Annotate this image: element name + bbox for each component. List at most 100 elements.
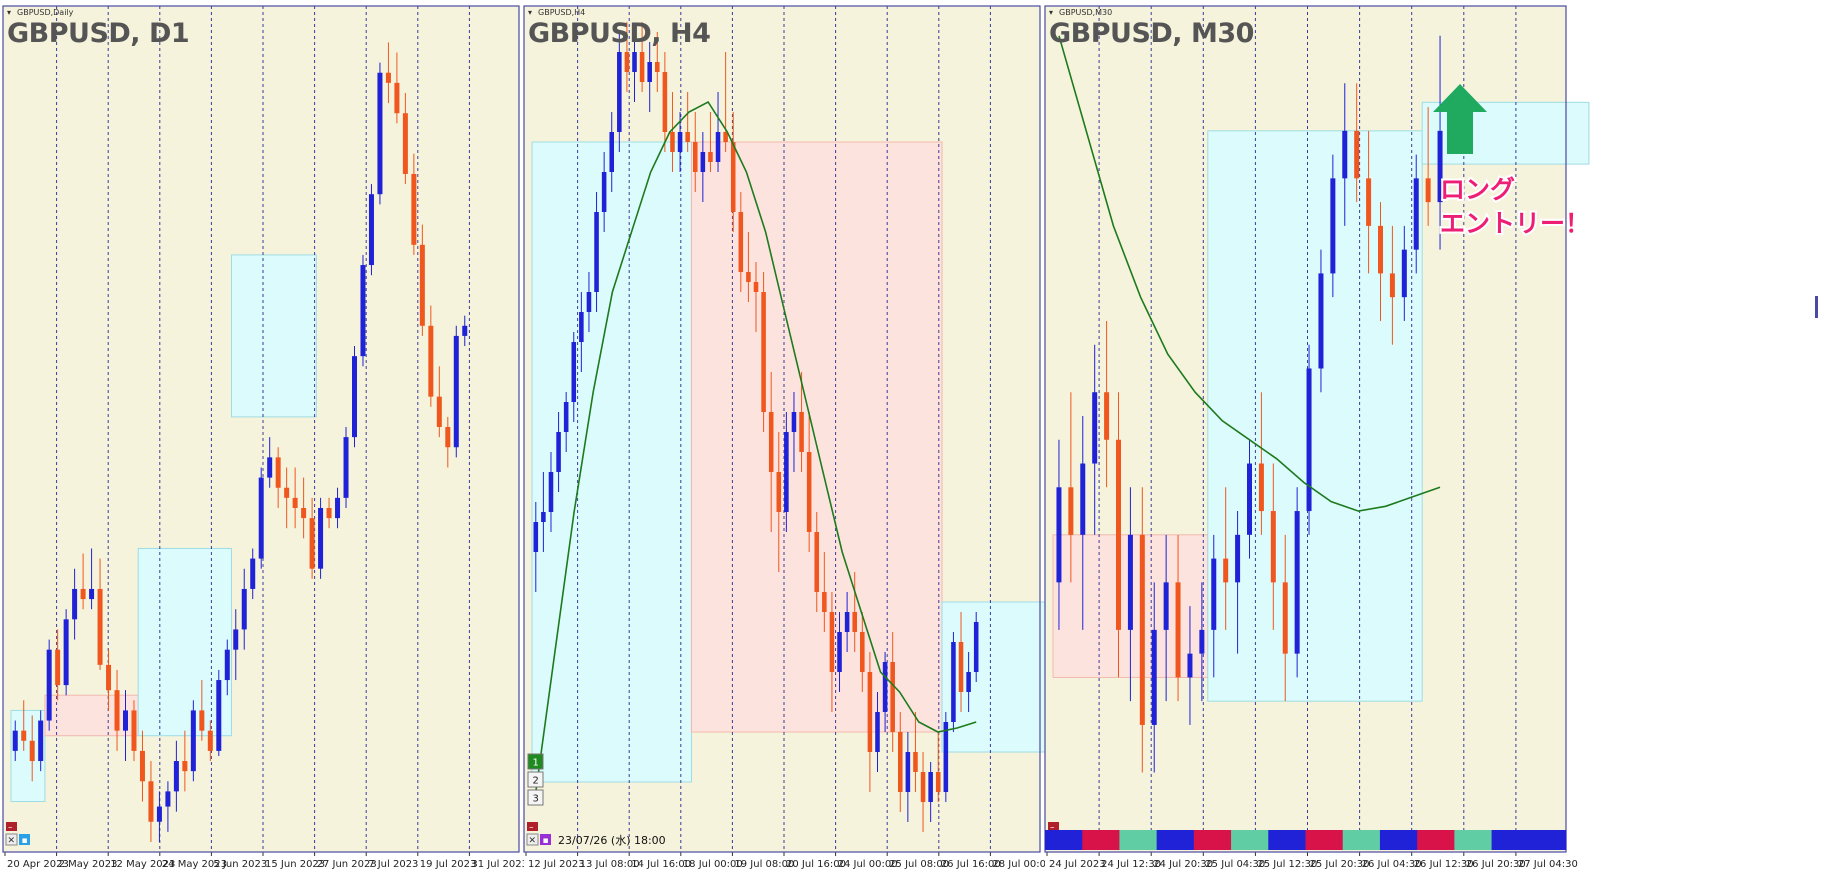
candle-body bbox=[1235, 534, 1241, 583]
candle-body bbox=[428, 325, 434, 397]
candle-body bbox=[250, 558, 256, 589]
timeframe-button-2[interactable] bbox=[527, 771, 544, 788]
candle-body bbox=[419, 244, 425, 326]
candle-body bbox=[165, 791, 171, 807]
minimize-button[interactable] bbox=[6, 822, 17, 831]
strength-bar-segment bbox=[1193, 830, 1232, 850]
x-tick-label: 26 Jul 04:30 bbox=[1362, 859, 1422, 870]
candle-body bbox=[935, 772, 941, 792]
candle-body bbox=[761, 292, 766, 412]
x-tick-label: 20 Jul 16:00 bbox=[786, 859, 846, 870]
candle-body bbox=[784, 432, 789, 512]
panel-border bbox=[523, 5, 1041, 853]
candle-body bbox=[462, 325, 468, 336]
candle-body bbox=[368, 194, 374, 266]
candle-body bbox=[1306, 368, 1312, 512]
candle-body bbox=[662, 72, 668, 132]
candle-body bbox=[799, 412, 804, 452]
candle-body bbox=[1330, 178, 1336, 274]
candle-body bbox=[723, 132, 728, 142]
indicator-toggle-button[interactable] bbox=[540, 834, 551, 845]
candle-body bbox=[1127, 534, 1133, 630]
chart-title: GBPUSD, H4 bbox=[528, 18, 710, 49]
candle-body bbox=[46, 649, 52, 721]
candle-body bbox=[233, 629, 239, 650]
x-tick-label: 25 Jul 20:30 bbox=[1310, 859, 1370, 870]
demand-zone-1 bbox=[531, 141, 692, 783]
candle-body bbox=[123, 710, 128, 731]
candle-body bbox=[806, 452, 812, 532]
candle-body bbox=[436, 396, 442, 427]
close-button[interactable] bbox=[5, 833, 18, 846]
candle-body bbox=[571, 342, 577, 402]
candle-body bbox=[738, 212, 744, 272]
candle-body bbox=[715, 132, 721, 162]
scroll-handle[interactable] bbox=[1815, 296, 1818, 318]
x-tick-label: 24 Jul 00:00 bbox=[838, 859, 898, 870]
candle-body bbox=[913, 752, 918, 772]
x-tick-label: 5 Jun 2023 bbox=[213, 859, 267, 870]
strength-bar-segment bbox=[1417, 830, 1455, 850]
candle-body bbox=[1354, 130, 1360, 179]
x-tick-label: 14 Jul 16:00 bbox=[631, 859, 691, 870]
strength-bar-segment bbox=[1045, 830, 1083, 850]
timeframe-button-3[interactable] bbox=[527, 789, 544, 806]
x-tick-label: 2 May 2023 bbox=[59, 859, 118, 870]
candle-body bbox=[837, 632, 842, 672]
candle-body bbox=[852, 612, 857, 632]
candle-body bbox=[1282, 582, 1288, 654]
x-tick-label: 26 Jul 20:30 bbox=[1466, 859, 1526, 870]
candle-body bbox=[326, 507, 332, 519]
candle-body bbox=[224, 649, 230, 681]
x-tick-label: 19 Jul 2023 bbox=[420, 859, 477, 870]
demand-zone-4 bbox=[231, 254, 317, 418]
right-margin bbox=[1566, 0, 1824, 873]
x-tick-label: 28 Jul 00:00 bbox=[992, 859, 1052, 870]
candle-body bbox=[156, 806, 162, 822]
candle-body bbox=[541, 512, 546, 522]
minimize-button[interactable] bbox=[1048, 822, 1059, 831]
chevron-down-icon[interactable]: ▾ bbox=[1049, 8, 1053, 17]
candle-body bbox=[958, 642, 964, 692]
x-tick-label: 20 Apr 2023 bbox=[7, 859, 69, 870]
x-tick-label: 25 Jul 08:00 bbox=[889, 859, 949, 870]
candle-body bbox=[1163, 582, 1169, 630]
candle-body bbox=[1378, 225, 1383, 274]
candle-body bbox=[1199, 629, 1205, 654]
symbol-label: GBPUSD,Daily bbox=[17, 8, 74, 17]
candle-body bbox=[905, 752, 911, 792]
close-button[interactable] bbox=[526, 833, 539, 846]
candle-body bbox=[1258, 463, 1264, 512]
x-tick-label: 26 Jul 16:00 bbox=[941, 859, 1001, 870]
candle-body bbox=[411, 173, 417, 245]
candle-body bbox=[80, 588, 86, 600]
supply-zone-2 bbox=[44, 694, 139, 737]
timeframe-button-1[interactable] bbox=[527, 753, 544, 770]
candle-body bbox=[343, 437, 349, 498]
chevron-down-icon[interactable]: ▾ bbox=[528, 8, 532, 17]
indicator-toggle-button[interactable] bbox=[19, 834, 30, 845]
candle-body bbox=[12, 730, 18, 751]
moving-average-line bbox=[1058, 35, 1441, 512]
strength-bar-segment bbox=[1454, 830, 1493, 850]
candle-body bbox=[609, 132, 615, 172]
candle-body bbox=[1342, 130, 1348, 179]
strength-bar-segment bbox=[1268, 830, 1306, 850]
candle-body bbox=[394, 82, 400, 114]
strength-bar-segment bbox=[1305, 830, 1344, 850]
candle-body bbox=[292, 497, 298, 508]
minus-icon: – bbox=[8, 823, 13, 833]
candle-body bbox=[655, 62, 660, 72]
candle-body bbox=[670, 132, 675, 152]
timeframe-button-label: 2 bbox=[533, 776, 539, 787]
candle-body bbox=[647, 62, 652, 82]
x-tick-label: 27 Jun 2023 bbox=[317, 859, 377, 870]
chevron-down-icon[interactable]: ▾ bbox=[7, 8, 11, 17]
strength-bar-segment bbox=[1119, 830, 1158, 850]
minimize-button[interactable] bbox=[527, 822, 538, 831]
close-icon: ✕ bbox=[529, 836, 537, 846]
candle-body bbox=[1116, 439, 1121, 630]
